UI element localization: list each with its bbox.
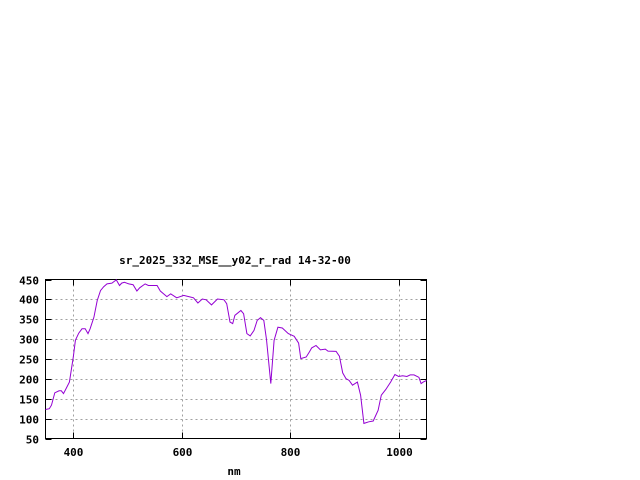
y-tick-label: 350 [19,314,39,327]
x-axis-label: nm [227,465,241,478]
y-tick-label: 300 [19,334,39,347]
grid [45,279,427,439]
chart-title: sr_2025_332_MSE__y02_r_rad 14-32-00 [119,254,351,267]
series-line [45,279,427,425]
y-tick-label: 450 [19,275,39,288]
plot-border [45,279,427,439]
x-tick-label: 600 [173,446,193,459]
y-tick-label: 50 [26,434,39,447]
y-tick-label: 400 [19,294,39,307]
x-tick-label: 400 [64,446,84,459]
y-tick-label: 150 [19,394,39,407]
x-tick-label: 800 [281,446,301,459]
y-tick-label: 250 [19,354,39,367]
axis-ticks: 50 100 150 200 250 300 350 400 450 400 600 800 1000 [19,275,427,459]
y-tick-label: 200 [19,374,39,387]
y-tick-label: 100 [19,414,39,427]
x-tick-label: 1000 [386,446,413,459]
